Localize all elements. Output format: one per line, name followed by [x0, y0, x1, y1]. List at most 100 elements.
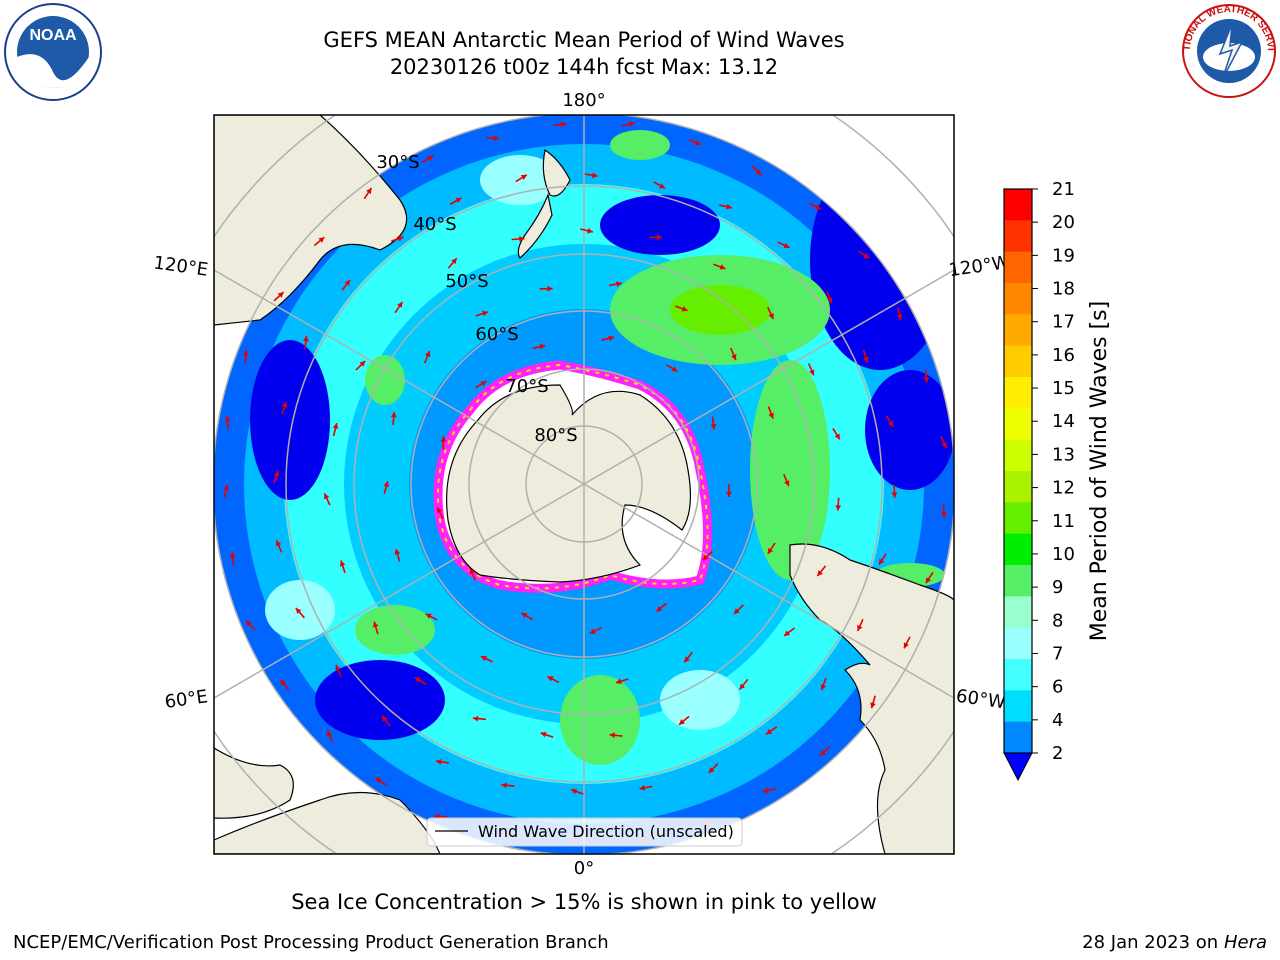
wave-direction-arrow: [665, 363, 678, 373]
wave-direction-arrow: [941, 504, 947, 518]
wave-direction-arrow: [390, 411, 397, 425]
colorbar-tick-label: 4: [1052, 710, 1063, 731]
wave-direction-arrow: [339, 560, 346, 574]
wave-direction-arrow: [539, 285, 553, 292]
wave-direction-arrow: [372, 621, 379, 635]
lon-label: 120°W: [947, 252, 1011, 281]
colorbar-tick-label: 14: [1052, 411, 1075, 432]
wave-direction-arrow: [242, 349, 249, 363]
wave-direction-arrow: [279, 679, 290, 691]
wave-direction-arrow: [903, 636, 911, 649]
wave-direction-arrow: [394, 301, 404, 314]
wave-direction-arrow: [281, 401, 288, 415]
colorbar-block: [1004, 408, 1032, 441]
wave-direction-arrow: [639, 784, 653, 791]
wave-direction-arrow: [501, 782, 515, 789]
wave-direction-arrow: [485, 135, 500, 142]
wave-direction-arrow: [273, 291, 285, 302]
colorbar-tick-label: 16: [1052, 345, 1075, 366]
colorbar-tick-label: 13: [1052, 444, 1075, 465]
map-frame: [213, 114, 955, 855]
new-zealand-south-island: [517, 192, 553, 259]
footer-date: 28 Jan 2023 on Hera: [1082, 932, 1267, 953]
colorbar-label: Mean Period of Wind Waves [s]: [1087, 301, 1112, 641]
colorbar-block: [1004, 596, 1032, 629]
wave-direction-arrow: [615, 678, 629, 684]
wave-direction-arrow: [885, 415, 894, 428]
wave-direction-arrow: [589, 627, 602, 635]
colorbar-ticks: 21 20 19 18 17 16 15 14 13 12 11 10 9 8 7 6 4 2: [1032, 179, 1075, 764]
colorbar-tick-label: 17: [1052, 312, 1075, 333]
wave-direction-arrow: [363, 187, 373, 200]
wave-direction-arrow: [856, 618, 864, 632]
wave-direction-arrow: [421, 155, 434, 164]
colorbar-block: [1004, 189, 1032, 221]
lat-label: 40°S: [413, 214, 456, 235]
wave-direction-arrow: [940, 435, 948, 449]
wave-direction-arrow: [381, 715, 391, 727]
colorbar-block: [1004, 471, 1032, 503]
lon-label: 180°: [562, 90, 605, 111]
colorbar-tick-label: 21: [1052, 179, 1075, 200]
wave-direction-arrow: [447, 257, 458, 269]
colorbar-block: [1004, 314, 1032, 347]
wave-direction-arrow: [896, 306, 903, 320]
wave-direction-arrow: [313, 236, 325, 247]
wave-direction-arrow: [223, 484, 229, 498]
wave-direction-arrow: [224, 416, 231, 430]
wave-direction-arrow: [688, 138, 702, 146]
map-panel: Wind Wave Direction (unscaled): [214, 115, 954, 854]
wave-direction-arrow: [547, 675, 560, 684]
colorbar-block: [1004, 439, 1032, 472]
wave-direction-arrow: [819, 746, 831, 756]
lat-label: 70°S: [505, 376, 548, 397]
colorbar-block: [1004, 377, 1032, 409]
colorbar-block: [1004, 502, 1032, 535]
wave-direction-arrow: [729, 347, 737, 361]
colorbar-tick-label: 19: [1052, 245, 1075, 266]
wave-direction-arrow: [469, 568, 477, 581]
colorbar-tick-label: 2: [1052, 743, 1063, 764]
wave-direction-arrow: [520, 612, 533, 621]
colorbar-blocks: [1004, 189, 1032, 754]
colorbar-block: [1004, 721, 1032, 754]
wave-direction-arrow: [702, 550, 713, 561]
wave-direction-arrow: [480, 655, 493, 663]
wave-direction-arrow: [229, 552, 236, 566]
wave-direction-arrow: [414, 676, 427, 685]
wave-direction-arrow: [425, 613, 438, 621]
wave-direction-arrow: [423, 350, 431, 364]
wave-direction-arrow: [925, 571, 934, 584]
wave-direction-arrow: [857, 250, 870, 259]
arrow-legend: Wind Wave Direction (unscaled): [426, 817, 743, 847]
wave-direction-arrow: [475, 310, 489, 317]
wave-direction-arrow: [719, 203, 733, 210]
wave-direction-arrow: [326, 729, 334, 743]
wave-direction-arrow: [383, 481, 390, 495]
wave-direction-arrow: [653, 181, 666, 190]
wave-direction-arrow: [738, 678, 749, 690]
wave-direction-arrow: [275, 539, 283, 553]
footer-date-text: 28 Jan 2023 on: [1082, 932, 1219, 953]
wave-direction-arrow: [245, 620, 256, 631]
wave-direction-arrow: [807, 363, 815, 376]
colorbar-block: [1004, 533, 1032, 566]
wave-direction-arrow: [923, 369, 930, 383]
wave-direction-arrow: [515, 174, 528, 183]
wave-direction-arrow: [435, 759, 449, 765]
wave-direction-arrow: [713, 263, 726, 270]
wind-wave-direction-arrows: [223, 121, 948, 845]
map-title: GEFS MEAN Antarctic Mean Period of Wind …: [323, 28, 845, 52]
wave-direction-arrow: [710, 416, 717, 430]
wave-direction-arrow: [440, 436, 447, 450]
colorbar-block: [1004, 565, 1032, 597]
wave-direction-arrow: [335, 664, 342, 678]
wave-direction-arrow: [783, 627, 795, 637]
wave-direction-arrow: [762, 787, 776, 794]
sea-ice-note: Sea Ice Concentration > 15% is shown in …: [291, 890, 877, 914]
colorbar-tick-label: 9: [1052, 577, 1063, 598]
lon-label: 120°E: [152, 252, 209, 280]
wave-direction-arrow: [649, 234, 663, 241]
colorbar-tick-label: 10: [1052, 544, 1075, 565]
continents: [214, 115, 954, 854]
